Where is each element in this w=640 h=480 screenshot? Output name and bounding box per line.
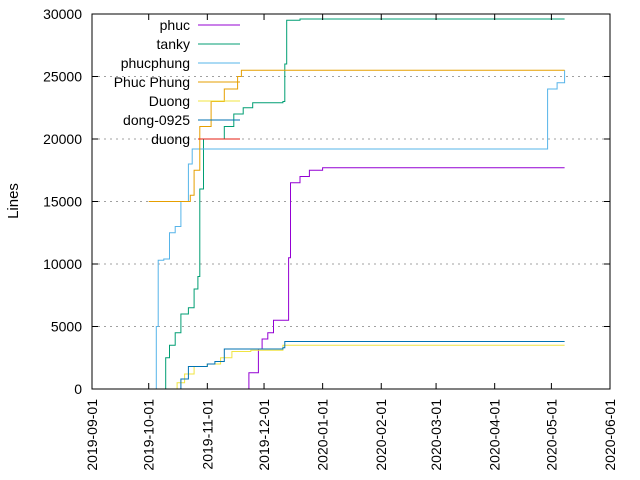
series-line-phucphung [154, 70, 566, 390]
x-tick-label: 2019-11-01 [199, 399, 215, 470]
y-tick-label: 20000 [43, 131, 82, 147]
x-tick-label: 2019-09-01 [84, 399, 100, 471]
x-tick-label: 2020-04-01 [487, 399, 503, 471]
legend-label: phuc [160, 17, 190, 33]
x-tick-label: 2020-02-01 [373, 399, 389, 471]
series-line-dong-0925 [175, 341, 565, 390]
y-tick-label: 5000 [51, 319, 82, 335]
x-tick-label: 2020-06-01 [602, 399, 618, 471]
series-line-phuc [237, 167, 565, 390]
x-tick-label: 2019-10-01 [141, 399, 157, 471]
series-line-tanky [163, 18, 565, 390]
x-tick-label: 2019-12-01 [256, 399, 272, 471]
x-tick-label: 2020-01-01 [315, 399, 331, 471]
series-line-phuc-phung [148, 69, 565, 202]
legend-label: Phuc Phung [114, 74, 190, 90]
y-tick-label: 30000 [43, 6, 82, 22]
y-tick-label: 0 [74, 381, 82, 397]
legend: phuc tanky phucphung Phuc Phung Duong dong-09… [114, 17, 240, 147]
legend-label: phucphung [121, 55, 190, 71]
y-tick-label: 10000 [43, 256, 82, 272]
legend-label: tanky [157, 36, 190, 52]
legend-label: dong-0925 [123, 112, 190, 128]
y-axis-label: Lines [5, 183, 22, 219]
series-lines [148, 18, 566, 390]
x-tick-label: 2020-03-01 [428, 399, 444, 471]
legend-label: duong [151, 131, 190, 147]
gridlines [92, 76, 610, 327]
y-tick-label: 25000 [43, 69, 82, 85]
series-line-duong [169, 344, 565, 390]
axis-ticks: 0 5000 10000 15000 20000 25000 30000 2019-09-01… [43, 6, 618, 471]
y-tick-label: 15000 [43, 194, 82, 210]
legend-label: Duong [149, 93, 190, 109]
x-tick-label: 2020-05-01 [543, 399, 559, 471]
